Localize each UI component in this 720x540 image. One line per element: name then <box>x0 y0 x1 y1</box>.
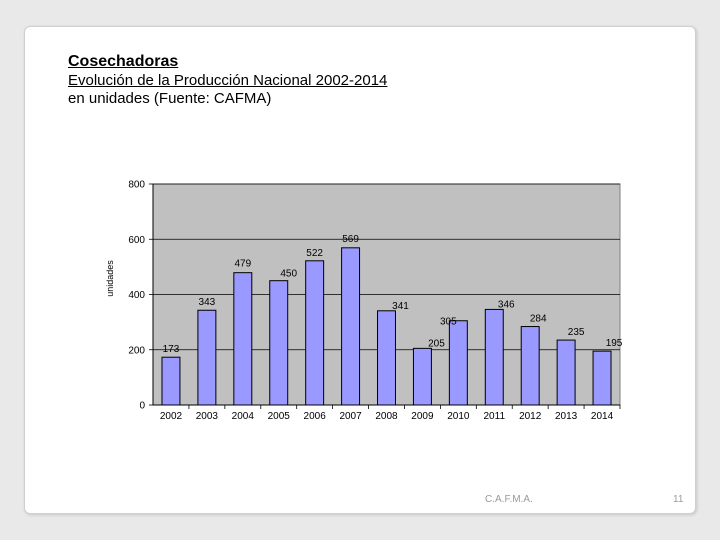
bar-2008 <box>377 310 396 406</box>
y-tick-label: 200 <box>128 345 145 356</box>
page-number: 11 <box>673 494 684 505</box>
slide-title: Cosechadoras <box>68 53 179 70</box>
x-tick-label: 2002 <box>160 411 183 422</box>
x-tick-label: 2011 <box>484 411 506 422</box>
bar-2004 <box>233 272 253 406</box>
bar-2010 <box>448 320 468 406</box>
bar-2014 <box>592 350 612 406</box>
y-tick-label: 400 <box>128 290 145 301</box>
title-block: Cosechadoras Evolución de la Producción … <box>68 52 387 108</box>
slide-source-line: en unidades (Fuente: CAFMA) <box>68 90 272 107</box>
y-tick-label: 800 <box>128 180 145 191</box>
bars <box>161 247 612 406</box>
x-tick-label: 2006 <box>304 411 327 422</box>
data-label-2007: 569 <box>342 234 359 245</box>
bar-2006 <box>305 260 325 406</box>
data-label-2004: 479 <box>234 259 251 270</box>
slide-subtitle: Evolución de la Producción Nacional 2002… <box>68 72 388 89</box>
bar-2003 <box>197 309 217 406</box>
data-label-2002: 173 <box>163 344 180 355</box>
data-label-2014: 195 <box>606 338 623 349</box>
data-label-2011: 346 <box>498 299 515 310</box>
bar-2012 <box>520 326 540 406</box>
x-axis-labels: 2002 2003 2004 2005 2006 2007 2008 2009 2010 2011… <box>160 411 614 422</box>
bar-2007 <box>341 247 361 406</box>
data-label-2008: 341 <box>392 301 409 312</box>
data-label-2012: 284 <box>530 314 547 325</box>
y-tick-label: 600 <box>128 235 145 246</box>
bar-2002 <box>161 356 181 406</box>
x-tick-label: 2004 <box>232 411 255 422</box>
x-tick-label: 2014 <box>591 411 614 422</box>
data-label-2009: 205 <box>428 338 445 349</box>
bar-2013 <box>556 339 576 406</box>
bar-2011 <box>484 308 504 406</box>
x-tick-label: 2007 <box>339 411 362 422</box>
x-tick-label: 2005 <box>268 411 291 422</box>
x-tick-label: 2003 <box>196 411 219 422</box>
data-labels: 173 343 479 450 522 569 341 205 305 346 284 235 195 <box>163 234 623 355</box>
data-label-2005: 450 <box>280 269 297 280</box>
bar-2005 <box>269 280 289 406</box>
x-tick-label: 2012 <box>519 411 542 422</box>
x-tick-label: 2008 <box>375 411 398 422</box>
x-tick-label: 2009 <box>411 411 434 422</box>
data-label-2006: 522 <box>306 248 323 259</box>
footer-organization: C.A.F.M.A. <box>485 494 533 505</box>
data-label-2013: 235 <box>568 327 585 338</box>
y-axis-ticks: 0 200 400 600 800 <box>128 180 621 412</box>
x-tick-label: 2010 <box>447 411 470 422</box>
bar-2009 <box>412 347 432 406</box>
x-tick-label: 2013 <box>555 411 578 422</box>
data-label-2003: 343 <box>199 297 216 308</box>
y-tick-label: 0 <box>139 401 145 412</box>
y-axis-label: unidades <box>105 260 115 297</box>
data-label-2010: 305 <box>440 317 457 328</box>
